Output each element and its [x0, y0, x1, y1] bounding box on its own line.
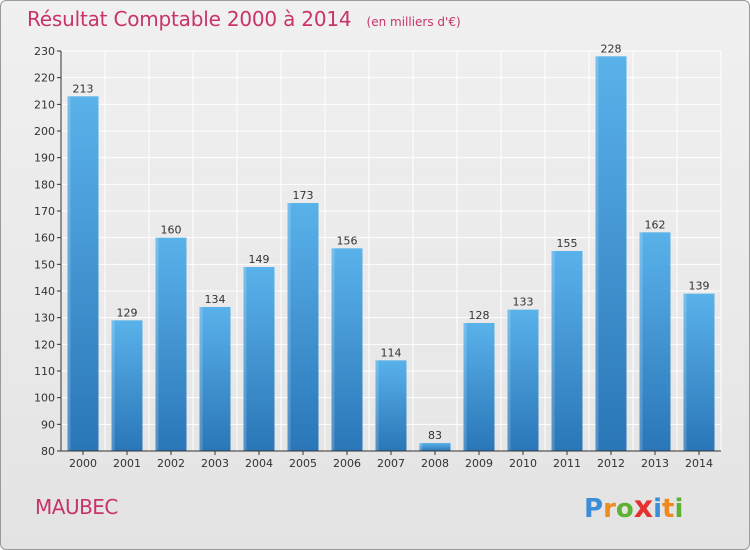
data-label: 213: [73, 82, 94, 95]
bar-highlight: [287, 203, 291, 451]
bar-highlight: [463, 323, 467, 451]
bar: [375, 360, 407, 451]
chart-title: Résultat Comptable 2000 à 2014: [27, 7, 352, 31]
data-label: 134: [205, 293, 226, 306]
x-tick-label: 2006: [333, 457, 361, 470]
data-label: 133: [513, 296, 534, 309]
bar-highlight: [155, 237, 159, 451]
x-tick-label: 2012: [597, 457, 625, 470]
y-tick-label: 100: [34, 392, 55, 405]
bar-highlight: [419, 443, 423, 451]
data-label: 156: [337, 234, 358, 247]
y-tick-label: 130: [34, 312, 55, 325]
bar: [639, 232, 671, 451]
bar: [331, 248, 363, 451]
data-label: 155: [557, 237, 578, 250]
bar-highlight: [243, 267, 247, 451]
data-label: 228: [601, 42, 622, 55]
y-tick-label: 170: [34, 205, 55, 218]
x-tick-label: 2008: [421, 457, 449, 470]
y-tick-label: 210: [34, 98, 55, 111]
logo-letter: i: [653, 494, 663, 524]
bar-highlight: [595, 56, 599, 451]
data-label: 162: [645, 218, 666, 231]
x-tick-label: 2013: [641, 457, 669, 470]
y-tick-label: 200: [34, 125, 55, 138]
commune-name: MAUBEC: [35, 495, 118, 519]
y-tick-label: 140: [34, 285, 55, 298]
y-tick-label: 160: [34, 232, 55, 245]
x-tick-label: 2011: [553, 457, 581, 470]
chart-subtitle: (en milliers d'€): [366, 15, 461, 29]
bar-highlight: [683, 293, 687, 451]
logo-letter: t: [662, 494, 675, 524]
bar-layer: [67, 56, 715, 451]
data-label: 128: [469, 309, 490, 322]
bar: [683, 293, 715, 451]
y-tick-label: 180: [34, 178, 55, 191]
x-tick-label: 2010: [509, 457, 537, 470]
label-layer: 213 129 160 134 149 173 156 114 83 128 133 155 228 16…: [73, 42, 710, 442]
bar-highlight: [331, 248, 335, 451]
logo-letter: o: [615, 494, 634, 524]
bar: [155, 237, 187, 451]
x-tick-label: 2003: [201, 457, 229, 470]
axis-layer: 80 90 100 110 120 130 140 150 160 170 180 190 200 210…: [34, 45, 721, 470]
data-label: 139: [689, 280, 710, 293]
data-label: 129: [117, 306, 138, 319]
bar: [419, 443, 451, 451]
bar: [67, 96, 99, 451]
bar-highlight: [639, 232, 643, 451]
bar: [243, 267, 275, 451]
x-tick-label: 2005: [289, 457, 317, 470]
x-tick-label: 2009: [465, 457, 493, 470]
bar-highlight: [551, 251, 555, 451]
y-tick-label: 150: [34, 258, 55, 271]
y-tick-label: 90: [41, 418, 55, 431]
data-label: 149: [249, 253, 270, 266]
y-tick-label: 80: [41, 445, 55, 458]
bar: [595, 56, 627, 451]
bar-highlight: [67, 96, 71, 451]
proxiti-logo[interactable]: Proxiti: [584, 490, 683, 525]
y-tick-label: 230: [34, 45, 55, 58]
bar-highlight: [507, 309, 511, 451]
logo-letter: x: [633, 490, 654, 525]
data-label: 83: [428, 429, 442, 442]
logo-letter: r: [603, 494, 616, 524]
title-row: Résultat Comptable 2000 à 2014 (en milli…: [27, 7, 461, 31]
x-tick-label: 2014: [685, 457, 713, 470]
bar: [551, 251, 583, 451]
data-label: 114: [381, 346, 402, 359]
bar: [463, 323, 495, 451]
bar: [111, 320, 143, 451]
y-tick-label: 220: [34, 72, 55, 85]
x-tick-label: 2001: [113, 457, 141, 470]
logo-letter: i: [674, 494, 684, 524]
bar: [199, 307, 231, 451]
x-tick-label: 2000: [69, 457, 97, 470]
bar-highlight: [375, 360, 379, 451]
bar: [507, 309, 539, 451]
y-tick-label: 110: [34, 365, 55, 378]
logo-letter: P: [584, 494, 604, 524]
bar-highlight: [111, 320, 115, 451]
bar: [287, 203, 319, 451]
y-tick-label: 120: [34, 338, 55, 351]
x-tick-label: 2004: [245, 457, 273, 470]
x-tick-label: 2007: [377, 457, 405, 470]
y-tick-label: 190: [34, 152, 55, 165]
data-label: 160: [161, 224, 182, 237]
bar-highlight: [199, 307, 203, 451]
x-tick-label: 2002: [157, 457, 185, 470]
data-label: 173: [293, 189, 314, 202]
